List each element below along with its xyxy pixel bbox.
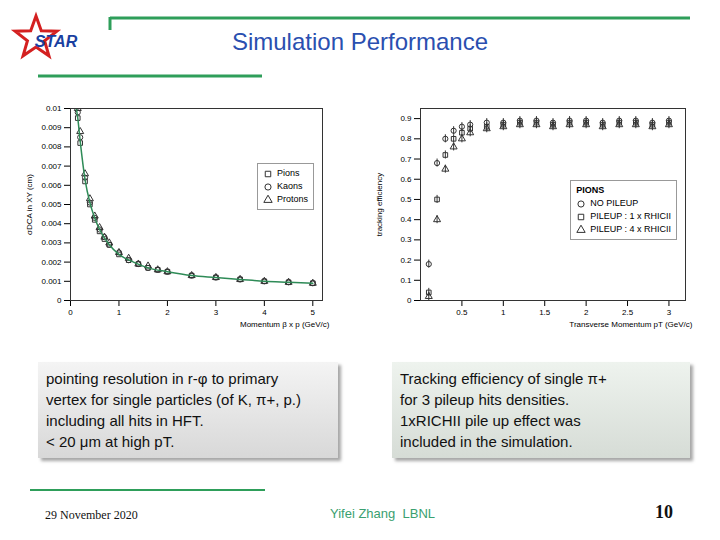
html-text:< 20 μm at high pT.: < 20 μm at high pT. <box>46 433 175 450</box>
svg-text:0.006: 0.006 <box>41 181 62 190</box>
svg-text:σDCA in XY (cm): σDCA in XY (cm) <box>25 174 34 235</box>
svg-text:0.5: 0.5 <box>456 308 468 317</box>
html-text:Yifei Zhang LBNL: Yifei Zhang LBNL <box>330 506 435 521</box>
svg-text:0.002: 0.002 <box>41 258 62 267</box>
svg-text:2: 2 <box>584 308 589 317</box>
html-text:vertex for single particles (o: vertex for single particles (of K, π+, p… <box>46 391 301 408</box>
svg-text:1: 1 <box>117 308 122 317</box>
svg-text:1.5: 1.5 <box>539 308 551 317</box>
svg-text:0.003: 0.003 <box>41 238 62 247</box>
svg-text:1: 1 <box>501 308 506 317</box>
html-text:included in the simulation.: included in the simulation. <box>400 433 573 450</box>
html-text:PILEUP : 1 x RHICII: PILEUP : 1 x RHICII <box>590 211 671 221</box>
svg-text:0.01: 0.01 <box>46 104 62 113</box>
html-text:Pions: Pions <box>277 168 300 178</box>
html-text:29 November 2020: 29 November 2020 <box>45 508 138 522</box>
svg-text:STAR: STAR <box>35 33 78 50</box>
svg-text:Momentum β x p (GeV/c): Momentum β x p (GeV/c) <box>240 320 330 329</box>
svg-text:3: 3 <box>214 308 219 317</box>
svg-text:2.5: 2.5 <box>622 308 634 317</box>
html-text:pointing resolution in r-φ to: pointing resolution in r-φ to primary <box>46 370 279 387</box>
html-text:PILEUP : 4 x RHICII: PILEUP : 4 x RHICII <box>590 224 671 234</box>
html-text:PIONS: PIONS <box>576 185 605 195</box>
svg-text:0.7: 0.7 <box>400 155 412 164</box>
svg-text:0.3: 0.3 <box>400 235 412 244</box>
html-text:NO PILEUP: NO PILEUP <box>590 198 639 208</box>
svg-text:0.005: 0.005 <box>41 200 62 209</box>
svg-text:0.001: 0.001 <box>41 277 62 286</box>
svg-text:0.4: 0.4 <box>400 215 412 224</box>
html-text:Simulation Performance: Simulation Performance <box>231 28 489 55</box>
svg-text:0.1: 0.1 <box>400 276 412 285</box>
svg-text:3: 3 <box>667 308 672 317</box>
svg-text:0: 0 <box>57 296 62 305</box>
html-text:10: 10 <box>655 502 673 522</box>
svg-text:5: 5 <box>311 308 316 317</box>
svg-text:0.2: 0.2 <box>400 256 412 265</box>
svg-text:0.5: 0.5 <box>400 195 412 204</box>
svg-text:0.004: 0.004 <box>41 219 62 228</box>
svg-text:4: 4 <box>262 308 267 317</box>
svg-text:0.6: 0.6 <box>400 175 412 184</box>
svg-text:Transverse Momentum pT (GeV/c): Transverse Momentum pT (GeV/c) <box>569 320 692 329</box>
svg-text:0.009: 0.009 <box>41 123 62 132</box>
html-text:1xRICHII pile up effect was: 1xRICHII pile up effect was <box>400 412 581 429</box>
html-text:Kaons: Kaons <box>277 181 303 191</box>
svg-text:0.9: 0.9 <box>400 114 412 123</box>
svg-text:0: 0 <box>407 296 412 305</box>
html-text:Protons: Protons <box>277 194 308 204</box>
svg-text:0.007: 0.007 <box>41 162 62 171</box>
svg-text:0: 0 <box>68 308 73 317</box>
svg-text:0.008: 0.008 <box>41 142 62 151</box>
html-text:including all hits in HFT.: including all hits in HFT. <box>46 412 204 429</box>
html-text:Tracking efficiency of single: Tracking efficiency of single π+ <box>400 370 607 387</box>
svg-text:tracking efficiency: tracking efficiency <box>375 173 384 236</box>
html-text:for 3 pileup hits densities.: for 3 pileup hits densities. <box>400 391 570 408</box>
svg-text:0.8: 0.8 <box>400 134 412 143</box>
svg-text:2: 2 <box>165 308 170 317</box>
